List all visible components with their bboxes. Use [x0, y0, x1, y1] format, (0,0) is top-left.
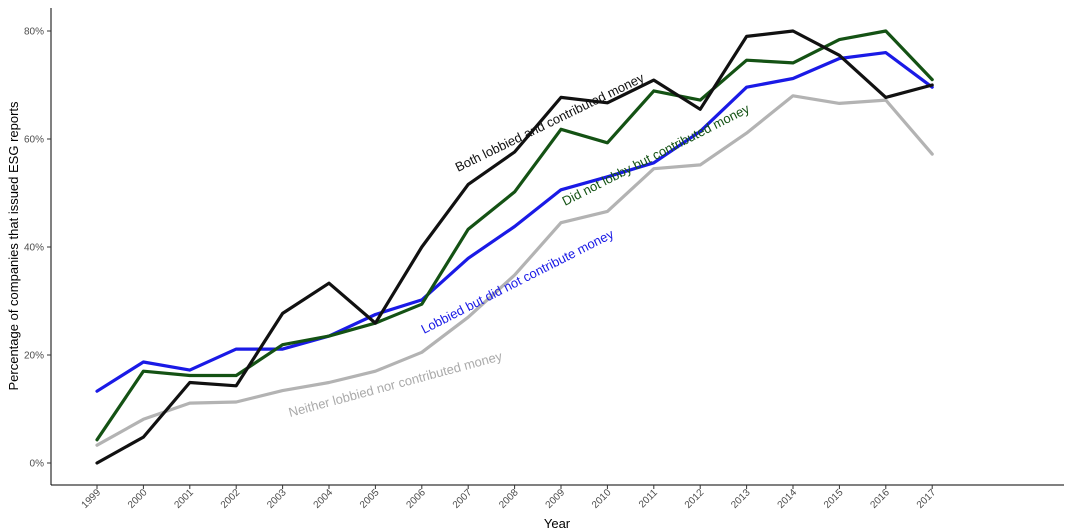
x-tick-label: 2015 [822, 487, 846, 511]
x-tick-label: 2006 [404, 487, 428, 511]
series-line-0 [95, 29, 934, 465]
x-tick-label: 2012 [683, 487, 707, 511]
x-tick-label: 2017 [915, 487, 939, 511]
y-tick-label: 20% [24, 351, 44, 362]
y-tick-label: 0% [30, 459, 45, 470]
series-label-2: Lobbied but did not contribute money [419, 226, 617, 337]
x-ticks: 1999 2000 2001 2002 2003 2004 2005 2006 2007 2008… [80, 485, 939, 511]
x-tick-label: 2011 [637, 487, 660, 510]
x-tick-label: 2009 [544, 487, 568, 511]
x-tick-label: 2016 [868, 487, 892, 511]
x-tick-label: 2000 [126, 487, 150, 511]
x-tick-label: 2013 [729, 487, 753, 511]
x-tick-label: 2002 [219, 487, 243, 511]
y-ticks: 0% 20% 40% 60% 80% [24, 27, 51, 470]
x-tick-label: 2010 [590, 487, 614, 511]
x-tick-label: 2007 [451, 487, 475, 511]
y-axis-title: Percentage of companies that issued ESG … [6, 101, 21, 391]
x-tick-label: 2014 [776, 487, 800, 511]
series-line-3 [95, 94, 934, 447]
series-label-1: Did not lobby but contributed money [560, 101, 753, 209]
axes [50, 8, 1064, 486]
x-tick-label: 2001 [172, 487, 196, 511]
x-tick-label: 2003 [265, 487, 289, 511]
y-tick-label: 60% [24, 135, 44, 146]
x-tick-label: 1999 [80, 487, 104, 511]
series-label-0: Both lobbied and contributed money [453, 70, 647, 175]
x-tick-label: 2008 [497, 487, 521, 511]
y-tick-label: 80% [24, 27, 44, 38]
x-tick-label: 2004 [312, 487, 336, 511]
series-line-2 [95, 50, 934, 393]
y-tick-label: 40% [24, 243, 44, 254]
x-axis-title: Year [544, 516, 571, 531]
series-lines [95, 29, 934, 465]
series-line-1 [95, 29, 934, 442]
x-tick-label: 2005 [358, 487, 382, 511]
